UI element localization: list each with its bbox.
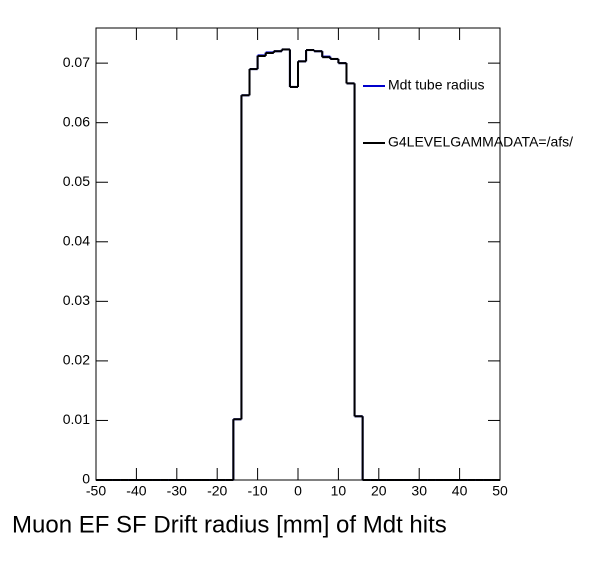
- x-tick-label: -20: [207, 483, 227, 499]
- x-tick-label: 30: [411, 483, 427, 499]
- y-tick-label: 0.03: [63, 292, 90, 308]
- x-tick-label: -40: [126, 483, 146, 499]
- x-tick-label: 0: [294, 483, 302, 499]
- x-tick-label: -30: [167, 483, 187, 499]
- x-tick-label: 40: [452, 483, 468, 499]
- y-tick-label: 0.02: [63, 352, 90, 368]
- y-tick-label: 0.07: [63, 54, 90, 70]
- x-tick-label: 20: [371, 483, 387, 499]
- plot-frame: [95, 27, 501, 481]
- y-tick-label: 0.05: [63, 173, 90, 189]
- y-tick-label: 0: [82, 471, 90, 487]
- x-axis-title: Muon EF SF Drift radius [mm] of Mdt hits: [12, 511, 447, 538]
- x-tick-label: 50: [492, 483, 508, 499]
- y-tick-label: 0.06: [63, 113, 90, 129]
- y-tick-label: 0.01: [63, 411, 90, 427]
- x-tick-label: -10: [247, 483, 267, 499]
- legend-label: Mdt tube radius: [388, 77, 485, 93]
- legend-label: G4LEVELGAMMADATA=/afs/: [388, 134, 573, 150]
- y-tick-label: 0.04: [63, 232, 90, 248]
- x-tick-label: -50: [86, 483, 106, 499]
- x-tick-label: 10: [331, 483, 347, 499]
